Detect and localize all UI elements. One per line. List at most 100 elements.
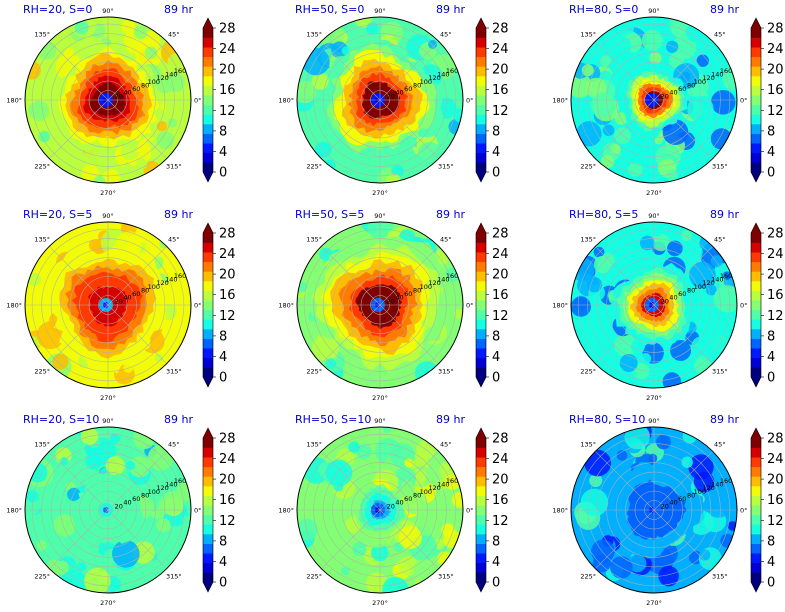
contour-blob <box>420 521 434 536</box>
colorbar-band <box>203 338 213 349</box>
colorbar-tick-label: 24 <box>219 247 236 262</box>
colorbar-tick-label: 20 <box>219 63 236 78</box>
contour-blob <box>437 551 452 566</box>
colorbar-tick-label: 8 <box>492 534 500 549</box>
angle-tick-label: 135° <box>306 31 322 39</box>
colorbar-band <box>751 514 761 525</box>
colorbar-band <box>476 85 486 96</box>
panel-6: 20 40 60 801001201401600°45°90°135°180°225°… <box>552 208 783 402</box>
contour-blob <box>311 72 329 90</box>
colorbar-band <box>751 162 761 173</box>
radial-tick-label: 100 <box>694 78 706 86</box>
colorbar-band <box>751 37 761 48</box>
grid-spoke <box>379 304 439 364</box>
contour-blob <box>593 246 605 258</box>
colorbar-tick-label: 28 <box>767 227 784 242</box>
polar-frame <box>24 426 192 594</box>
panel-title: RH=80, S=5 <box>569 208 638 221</box>
colorbar-extend-bottom <box>751 582 761 592</box>
radial-tick-label: 20 <box>115 502 123 510</box>
polar-grid <box>25 222 191 388</box>
colorbar-band <box>476 338 486 349</box>
grid-spoke <box>49 99 109 159</box>
contour-blob <box>428 39 438 49</box>
polar-grid <box>571 17 737 183</box>
colorbar-band <box>751 76 761 86</box>
radial-tick-label: 160 <box>174 477 186 485</box>
colorbar-tick-label: 0 <box>492 166 500 181</box>
colorbar-band <box>476 124 486 134</box>
colorbar-band <box>203 486 213 496</box>
contour-blob <box>705 490 733 518</box>
colorbar-band <box>751 124 761 134</box>
colorbar-tick-label: 8 <box>219 534 227 549</box>
contour-blob <box>182 515 191 525</box>
colorbar: 0 4 8 12 16 20 24 28 <box>202 17 236 183</box>
radial-tick-label: 40 <box>123 89 131 97</box>
colorbar-band <box>203 290 213 301</box>
colorbar-band <box>203 562 213 573</box>
colorbar-tick-label: 16 <box>219 83 236 98</box>
colorbar-tick-label: 20 <box>492 63 509 78</box>
radial-tick-label: 40 <box>669 89 677 97</box>
radial-tick-label: 100 <box>694 488 706 496</box>
radial-tick-label: 100 <box>420 488 432 496</box>
contour-blob <box>636 578 661 593</box>
angle-tick-label: 315° <box>438 162 454 170</box>
colorbar-tick-label: 20 <box>767 473 784 488</box>
contour-blob <box>169 97 191 118</box>
colorbar-band <box>751 261 761 272</box>
colorbar-band <box>476 271 486 282</box>
contour-blob <box>382 576 409 593</box>
angle-tick-label: 45° <box>440 31 452 39</box>
contour-blob <box>688 530 707 549</box>
contour-blob <box>156 131 175 150</box>
colorbar-band <box>476 486 486 496</box>
grid-spoke <box>595 246 655 306</box>
radial-tick-label: 60 <box>404 85 412 93</box>
colorbar-tick-label: 8 <box>767 329 775 344</box>
panel-1: 20 40 60 801001201401600°45°90°135°180°225°… <box>6 3 235 197</box>
colorbar-band <box>751 466 761 477</box>
grid-spoke <box>107 246 167 306</box>
colorbar-tick-label: 4 <box>767 350 775 365</box>
radial-tick-label: 160 <box>720 477 732 485</box>
radial-tick-label: 60 <box>404 495 412 503</box>
polar-grid <box>297 427 463 593</box>
angle-tick-label: 270° <box>646 599 662 607</box>
grid-spoke <box>653 451 713 511</box>
colorbar-band <box>751 252 761 263</box>
grid-spoke <box>595 509 655 569</box>
colorbar-tick-label: 4 <box>219 555 227 570</box>
panel-7: 20 40 60 801001201401600°45°90°135°180°225°… <box>6 413 235 607</box>
radial-tick-label: 160 <box>720 67 732 75</box>
colorbar-band <box>203 162 213 173</box>
colorbar-band <box>476 28 486 38</box>
colorbar-band <box>203 104 213 115</box>
angle-tick-label: 315° <box>712 572 728 580</box>
colorbar-band <box>476 543 486 554</box>
contour-blob <box>689 550 703 565</box>
colorbar-band <box>751 486 761 496</box>
colorbar-band <box>203 47 213 58</box>
colorbar-tick-label: 24 <box>492 452 509 467</box>
colorbar-band <box>751 242 761 253</box>
colorbar-extend-top <box>476 223 486 233</box>
panel-time-label: 89 hr <box>436 3 465 16</box>
contour-blob <box>27 272 42 286</box>
colorbar: 0 4 8 12 16 20 24 28 <box>202 222 236 388</box>
contour-blob <box>38 130 50 143</box>
colorbar-band <box>203 28 213 38</box>
panel-title: RH=80, S=0 <box>569 3 638 16</box>
contour-blob <box>64 47 75 58</box>
grid-spoke <box>49 451 109 511</box>
colorbar-tick-label: 0 <box>219 576 227 591</box>
colorbar-band <box>476 319 486 330</box>
colorbar-tick-label: 28 <box>492 432 509 447</box>
colorbar-tick-label: 28 <box>767 432 784 447</box>
contour-blob <box>154 353 164 362</box>
contour-blob <box>413 559 436 582</box>
colorbar-extend-top <box>476 18 486 28</box>
contour-blob <box>649 51 662 64</box>
